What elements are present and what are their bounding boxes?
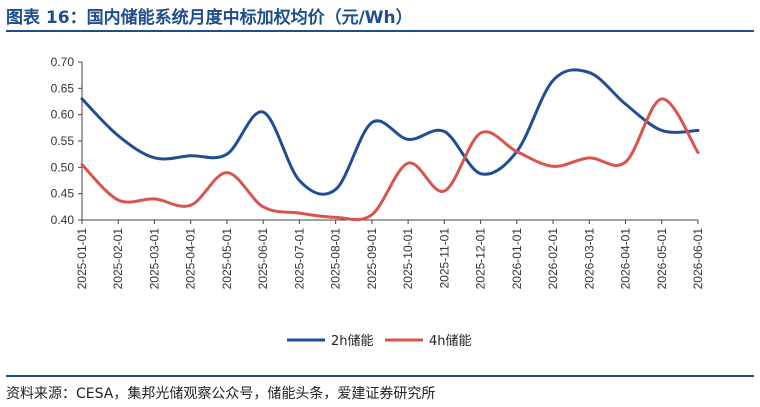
chart-title: 图表 16：国内储能系统月度中标加权均价（元/Wh）	[6, 8, 413, 28]
x-tick-label: 2025-10-01	[401, 228, 415, 290]
y-tick-label: 0.60	[51, 108, 75, 122]
y-tick-label: 0.45	[51, 187, 75, 201]
series-line-2h	[80, 68, 700, 196]
x-tick-label: 2025-09-01	[365, 228, 379, 290]
x-tick-label: 2025-02-01	[111, 228, 125, 290]
y-tick-label: 0.50	[51, 160, 75, 174]
x-tick-label: 2026-01-01	[510, 228, 524, 290]
series-line-4h	[80, 97, 700, 222]
source-rule	[6, 375, 754, 377]
y-tick-label: 0.40	[51, 213, 75, 227]
x-tick-label: 2026-05-01	[655, 228, 669, 290]
x-tick-label: 2026-03-01	[582, 228, 596, 290]
legend-label: 4h储能	[429, 334, 472, 349]
x-tick-label: 2026-06-01	[691, 228, 705, 290]
x-tick-label: 2025-07-01	[292, 228, 306, 290]
x-tick-label: 2025-11-01	[437, 228, 451, 289]
x-tick-label: 2025-06-01	[256, 228, 270, 290]
x-tick-label: 2025-05-01	[220, 228, 234, 290]
x-tick-label: 2025-08-01	[329, 228, 343, 290]
legend-label: 2h储能	[331, 334, 374, 349]
source-note: 资料来源：CESA，集邦光储观察公众号，储能头条，爱建证券研究所	[6, 386, 436, 402]
y-tick-label: 0.70	[51, 55, 75, 69]
x-tick-label: 2025-12-01	[474, 228, 488, 290]
x-tick-label: 2025-01-01	[75, 228, 89, 290]
x-tick-label: 2025-04-01	[184, 228, 198, 290]
x-tick-label: 2026-02-01	[546, 228, 560, 290]
title-rule	[6, 30, 754, 32]
y-tick-label: 0.55	[51, 134, 75, 148]
x-tick-label: 2026-04-01	[619, 228, 633, 290]
y-tick-label: 0.65	[51, 81, 75, 95]
x-tick-label: 2025-03-01	[147, 228, 161, 290]
